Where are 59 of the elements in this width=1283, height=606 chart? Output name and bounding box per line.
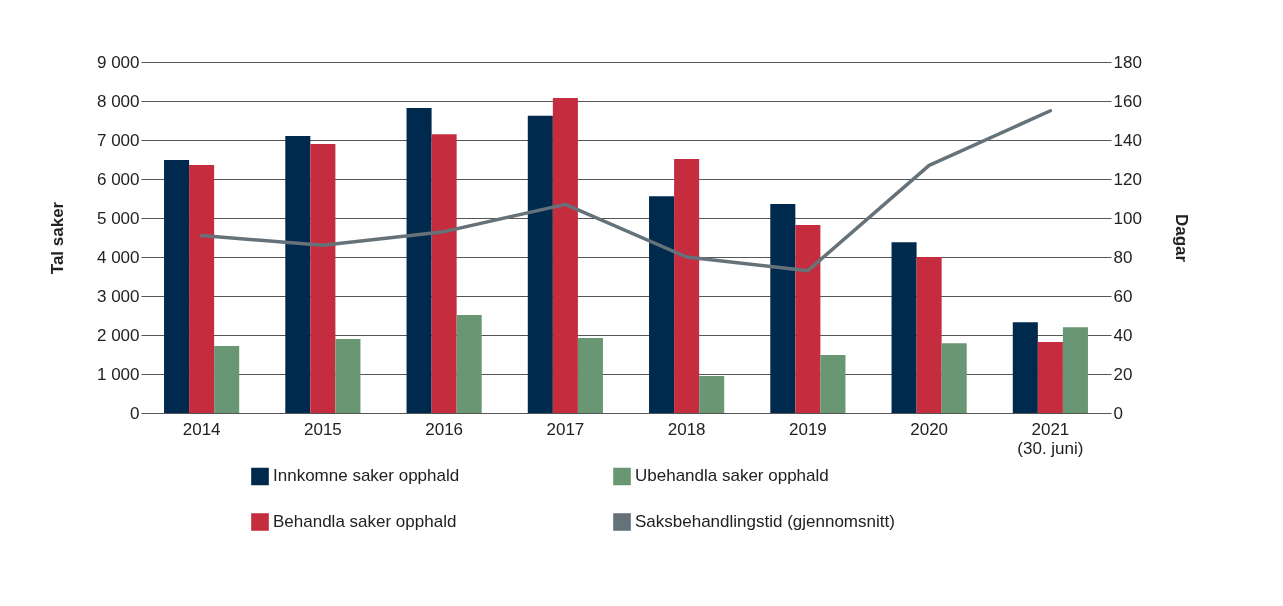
x-tick-label: 2019 bbox=[788, 419, 827, 439]
y2-axis-title: Dagar bbox=[1171, 213, 1191, 263]
y-tick-label: 6 000 bbox=[96, 169, 140, 189]
bar bbox=[1037, 342, 1063, 413]
y-tick-label: 1 000 bbox=[96, 364, 140, 384]
bar bbox=[310, 143, 336, 413]
y2-tick-label: 60 bbox=[1113, 286, 1133, 306]
y2-tick-label: 140 bbox=[1113, 130, 1142, 150]
y-tick-label: 5 000 bbox=[96, 208, 140, 228]
legend-label: Behandla saker opphald bbox=[273, 512, 457, 531]
legend-label: Saksbehandlingstid (gjennomsnitt) bbox=[635, 512, 895, 531]
y2-tick-label: 180 bbox=[1113, 52, 1142, 72]
bar bbox=[770, 203, 796, 413]
legend-label: Innkomne saker opphald bbox=[273, 466, 460, 486]
bar bbox=[527, 115, 553, 413]
bar bbox=[674, 159, 700, 413]
y-tick-label: 7 000 bbox=[96, 130, 140, 150]
y-tick-label: 0 bbox=[130, 403, 140, 423]
x-tick-label: 2021 (30. juni) bbox=[1017, 419, 1084, 458]
bar bbox=[431, 134, 457, 413]
bar bbox=[406, 108, 432, 413]
x-tick-label: 2017 bbox=[546, 419, 585, 439]
y-axis-title: Tal saker bbox=[47, 201, 67, 275]
legend-label: Ubehandla saker opphald bbox=[635, 466, 829, 486]
bar bbox=[189, 164, 215, 413]
bar bbox=[820, 354, 846, 413]
bar bbox=[795, 225, 821, 413]
line-series bbox=[199, 109, 1053, 273]
y-tick-label: 3 000 bbox=[96, 286, 140, 306]
x-tick-label: 2016 bbox=[425, 419, 464, 439]
bar bbox=[1012, 322, 1038, 413]
bar bbox=[285, 136, 311, 413]
x-tick-label: 2014 bbox=[182, 419, 221, 439]
y2-tick-label: 120 bbox=[1113, 169, 1142, 189]
bar bbox=[916, 257, 942, 413]
bar bbox=[577, 338, 603, 413]
y2-tick-label: 160 bbox=[1113, 91, 1142, 111]
bar bbox=[552, 97, 578, 413]
x-tick-label: 2020 bbox=[910, 419, 949, 439]
y2-tick-label: 40 bbox=[1113, 325, 1133, 345]
y-tick-label: 9 000 bbox=[96, 52, 140, 72]
y-tick-label: 8 000 bbox=[96, 91, 140, 111]
bar bbox=[891, 242, 917, 413]
y2-tick-label: 80 bbox=[1113, 247, 1133, 267]
bar bbox=[941, 343, 967, 413]
bar bbox=[214, 345, 240, 413]
y-tick-label: 2 000 bbox=[96, 325, 140, 345]
y-tick-label: 4 000 bbox=[96, 247, 140, 267]
bar bbox=[335, 338, 361, 413]
y2-tick-label: 100 bbox=[1113, 208, 1142, 228]
y2-tick-label: 0 bbox=[1113, 403, 1123, 423]
bar bbox=[699, 375, 725, 413]
bar bbox=[456, 315, 482, 413]
bar bbox=[164, 159, 190, 413]
x-tick-label: 2018 bbox=[667, 419, 706, 439]
x-tick-label: 2015 bbox=[303, 419, 342, 439]
y2-tick-label: 20 bbox=[1113, 364, 1133, 384]
bar bbox=[649, 196, 675, 413]
bar bbox=[1062, 327, 1088, 413]
